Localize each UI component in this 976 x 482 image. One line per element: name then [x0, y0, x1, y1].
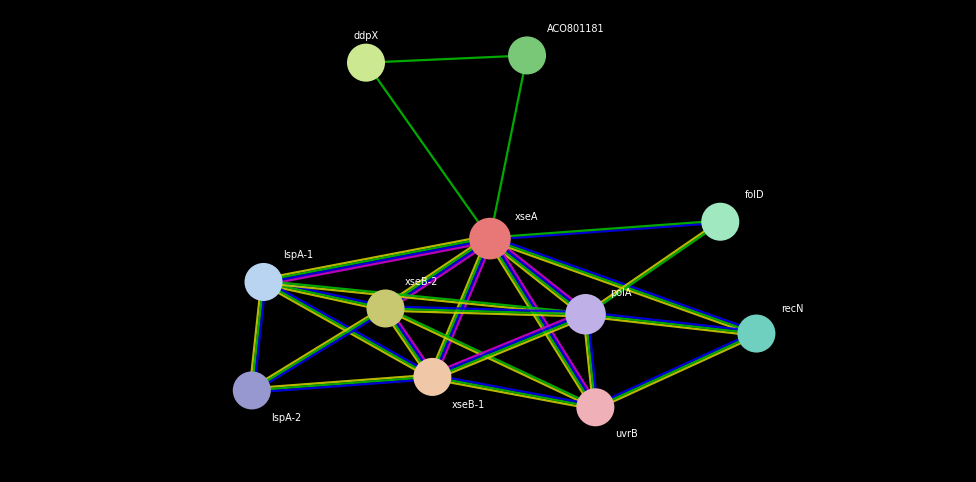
Text: ACO801181: ACO801181	[547, 24, 604, 34]
Point	[519, 52, 535, 59]
Text: xseB-2: xseB-2	[405, 277, 438, 287]
Point	[425, 373, 440, 381]
Point	[588, 403, 603, 411]
Point	[378, 305, 393, 312]
Text: recN: recN	[781, 305, 803, 314]
Text: lspA-1: lspA-1	[283, 251, 313, 260]
Point	[358, 59, 374, 67]
Point	[712, 218, 728, 226]
Point	[578, 310, 593, 318]
Text: xseB-1: xseB-1	[452, 400, 485, 410]
Point	[256, 278, 271, 286]
Text: lspA-2: lspA-2	[271, 414, 302, 423]
Text: folD: folD	[745, 190, 764, 200]
Point	[244, 387, 260, 394]
Text: xseA: xseA	[514, 212, 538, 222]
Point	[482, 235, 498, 242]
Text: uvrB: uvrB	[615, 429, 637, 439]
Text: polA: polA	[610, 288, 631, 297]
Text: ddpX: ddpX	[353, 31, 379, 41]
Point	[749, 330, 764, 337]
